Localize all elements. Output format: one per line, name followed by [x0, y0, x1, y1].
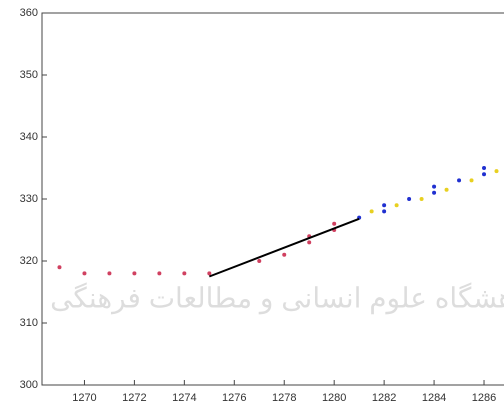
point [82, 271, 86, 275]
point [370, 209, 374, 213]
point [432, 185, 436, 189]
chart: پژوهشگاه علوم انسانی و مطالعات فرهنگی 30… [0, 0, 504, 410]
y-tick-label: 350 [20, 69, 38, 81]
background [0, 0, 504, 410]
x-tick-label: 1274 [172, 392, 196, 404]
point [420, 197, 424, 201]
point [482, 172, 486, 176]
point [495, 169, 499, 173]
point [332, 222, 336, 226]
y-tick-label: 340 [20, 131, 38, 143]
y-tick-label: 310 [20, 317, 38, 329]
x-tick-label: 1272 [122, 392, 146, 404]
x-tick-label: 1282 [372, 392, 396, 404]
y-tick-label: 300 [20, 379, 38, 391]
x-tick-label: 1276 [222, 392, 246, 404]
point [482, 166, 486, 170]
point [282, 253, 286, 257]
point [107, 271, 111, 275]
point [307, 240, 311, 244]
x-tick-label: 1284 [422, 392, 446, 404]
point [382, 203, 386, 207]
point [57, 265, 61, 269]
page: پژوهشگاه علوم انسانی و مطالعات فرهنگی 30… [0, 0, 504, 410]
x-tick-label: 1286 [472, 392, 496, 404]
x-tick-label: 1278 [272, 392, 296, 404]
y-tick-label: 320 [20, 255, 38, 267]
x-tick-label: 1270 [72, 392, 96, 404]
point [132, 271, 136, 275]
point [407, 197, 411, 201]
point [445, 188, 449, 192]
point [182, 271, 186, 275]
x-tick-label: 1280 [322, 392, 346, 404]
point [157, 271, 161, 275]
point [382, 209, 386, 213]
point [207, 271, 211, 275]
y-tick-label: 360 [20, 7, 38, 19]
point [457, 178, 461, 182]
y-tick-label: 330 [20, 193, 38, 205]
point [395, 203, 399, 207]
watermark: پژوهشگاه علوم انسانی و مطالعات فرهنگی [50, 281, 504, 314]
point [432, 191, 436, 195]
point [257, 259, 261, 263]
point [470, 178, 474, 182]
